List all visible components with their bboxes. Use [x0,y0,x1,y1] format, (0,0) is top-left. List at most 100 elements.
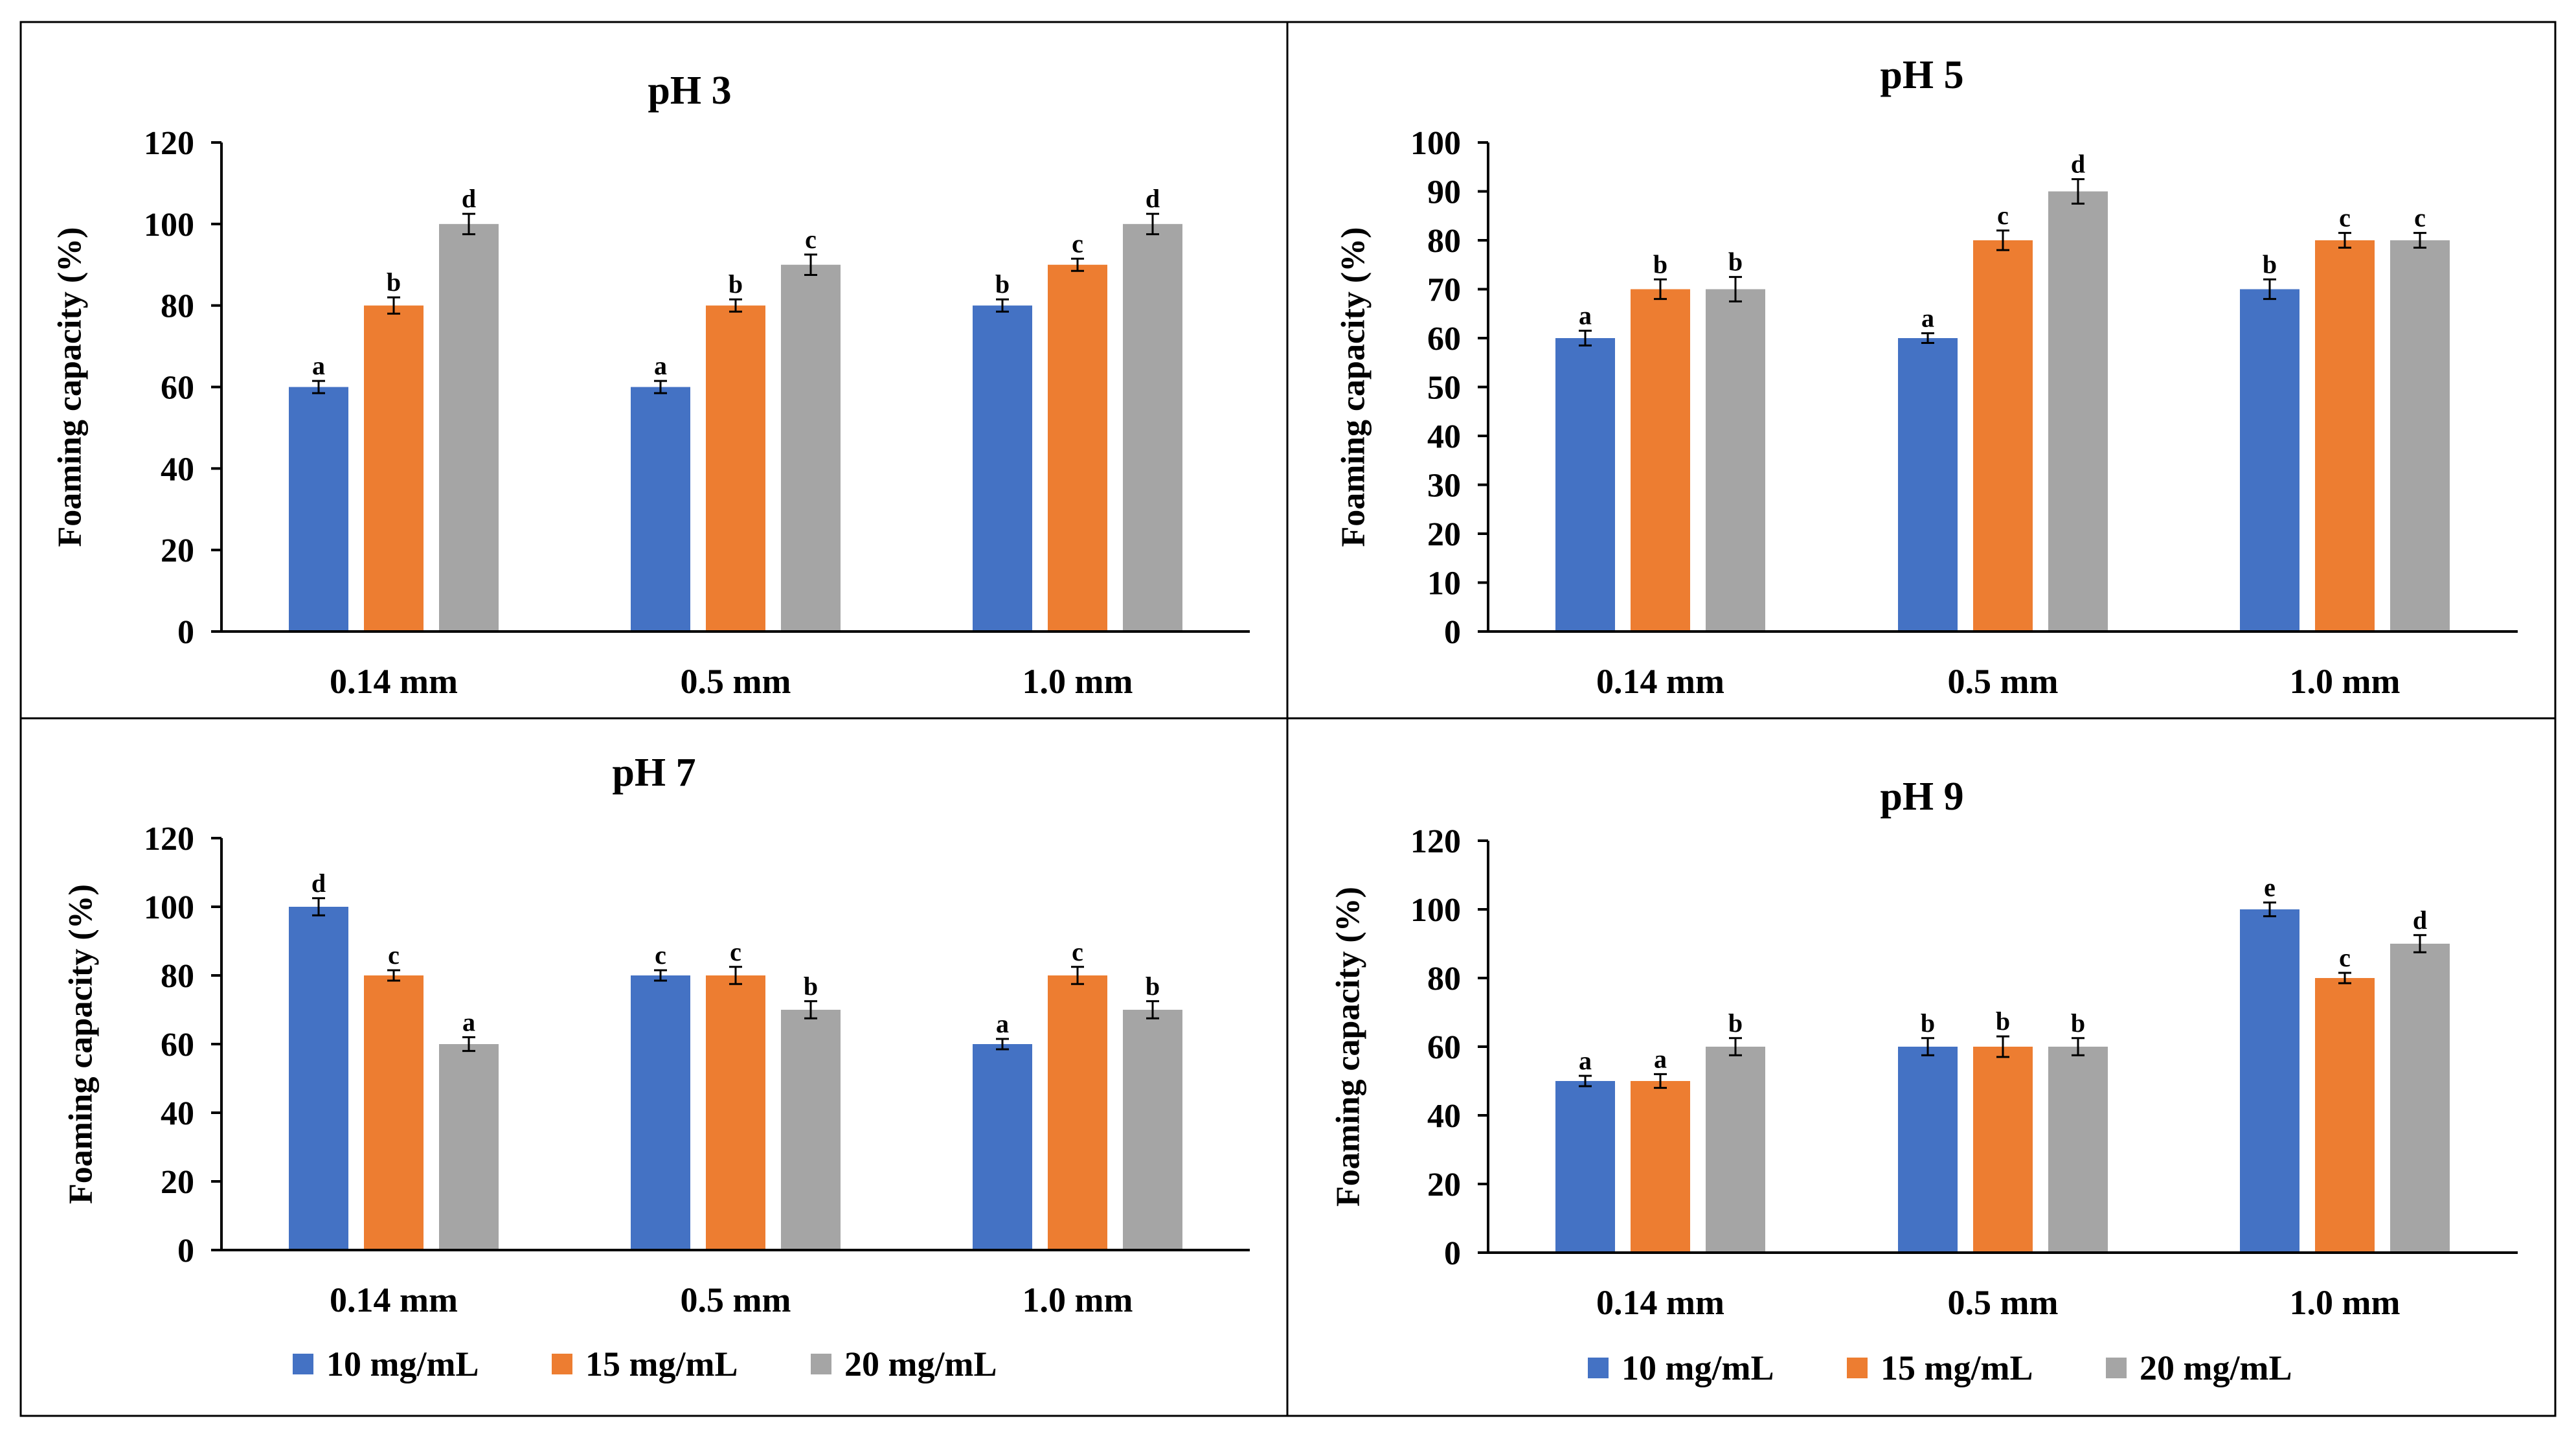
significance-letter: b [2071,1008,2085,1038]
y-tick-label: 60 [1427,1029,1461,1066]
significance-letter: d [311,869,326,898]
significance-letter: b [1996,1007,2010,1036]
legend-left: 10 mg/mL 15 mg/mL 20 mg/mL [293,1345,997,1383]
bar-20-mg-ml-0-14-mm [439,223,499,632]
x-category-label: 0.5 mm [681,662,791,701]
y-tick-label: 60 [161,1027,194,1064]
x-category-label: 0.14 mm [330,1280,458,1319]
significance-letter: a [654,351,667,380]
significance-letter: c [805,225,817,254]
bar-10-mg-ml-0-14-mm [1555,1081,1615,1253]
legend-label: 15 mg/mL [585,1345,738,1383]
y-tick-label: 40 [161,1095,194,1132]
x-category-label: 1.0 mm [1022,1280,1133,1319]
significance-letter: b [1921,1008,1935,1038]
y-axis-label: Foaming capacity (%) [52,227,89,547]
y-tick-label: 0 [177,1233,194,1269]
significance-letter: c [1997,201,2009,230]
bar-10-mg-ml-0-14-mm [1555,338,1615,632]
y-tick-label: 20 [161,532,194,569]
x-category-label: 0.14 mm [1596,1283,1724,1322]
y-tick-label: 20 [1427,1167,1461,1203]
y-tick-label: 100 [144,207,194,244]
x-category-label: 0.5 mm [681,1280,791,1319]
bar-10-mg-ml-1-0-mm [2240,289,2299,632]
chart-panel-ph7: pH 7 Foaming capacity (%) 0 20 40 60 80 100 120 d… [63,751,1250,1319]
chart-title: pH 7 [612,751,695,795]
bar-15-mg-ml-0-5-mm [1973,240,2033,632]
legend-swatch [293,1354,313,1374]
chart-panel-ph9: pH 9 Foaming capacity (%) 0 20 40 60 80 100 120 a… [1330,775,2518,1322]
significance-letter: a [462,1007,475,1036]
legend-swatch [1847,1358,1868,1378]
bar-15-mg-ml-1-0-mm [1048,264,1107,632]
y-tick-label: 80 [161,958,194,995]
x-category-label: 0.5 mm [1948,1283,2059,1322]
y-tick-label: 120 [144,125,194,162]
legend-label: 10 mg/mL [1621,1349,1774,1387]
bar-15-mg-ml-0-14-mm [364,975,424,1250]
legend-label: 15 mg/mL [1881,1349,2033,1387]
bar-10-mg-ml-0-5-mm [1898,1047,1958,1253]
y-tick-label: 40 [161,451,194,488]
significance-letter: d [2071,150,2085,179]
bar-15-mg-ml-1-0-mm [2315,240,2375,632]
significance-letter: b [387,267,401,297]
y-tick-label: 80 [1427,223,1461,260]
y-tick-label: 20 [1427,516,1461,553]
y-axis-label: Foaming capacity (%) [1330,887,1367,1207]
y-tick-label: 70 [1427,272,1461,309]
y-tick-label: 20 [161,1164,194,1201]
y-tick-label: 40 [1427,418,1461,455]
y-tick-label: 30 [1427,468,1461,505]
bar-10-mg-ml-1-0-mm [973,305,1032,632]
bar-15-mg-ml-0-5-mm [1973,1047,2033,1253]
significance-letter: b [2263,249,2277,279]
y-tick-label: 0 [1444,614,1461,651]
bar-20-mg-ml-0-14-mm [1706,289,1765,632]
y-tick-label: 10 [1427,565,1461,602]
x-category-label: 1.0 mm [1022,662,1133,701]
significance-letter: b [1728,1008,1743,1038]
significance-letter: c [2339,943,2351,972]
bar-10-mg-ml-0-5-mm [631,387,690,632]
significance-letter: e [2264,872,2276,902]
y-tick-label: 60 [161,370,194,407]
bar-20-mg-ml-1-0-mm [2390,944,2450,1253]
bar-10-mg-ml-0-5-mm [631,975,690,1250]
x-category-label: 0.14 mm [1596,662,1724,701]
significance-letter: d [462,184,476,213]
significance-letter: a [996,1009,1009,1038]
x-category-label: 1.0 mm [2290,1283,2401,1322]
bar-10-mg-ml-1-0-mm [973,1044,1032,1250]
significance-letter: b [1653,249,1667,279]
chart-panel-ph3: pH 3 Foaming capacity (%) 0 20 40 60 80 100 120 a… [52,69,1250,701]
significance-letter: b [995,269,1010,299]
bar-20-mg-ml-0-5-mm [2048,1047,2108,1253]
bar-10-mg-ml-1-0-mm [2240,909,2299,1253]
bar-15-mg-ml-1-0-mm [2315,978,2375,1253]
bar-20-mg-ml-1-0-mm [1123,1010,1182,1250]
bar-15-mg-ml-0-14-mm [364,305,424,632]
legend-label: 20 mg/mL [844,1345,997,1383]
y-axis-label: Foaming capacity (%) [1335,227,1372,547]
bar-20-mg-ml-1-0-mm [2390,240,2450,632]
significance-letter: a [312,351,325,380]
significance-letter: c [1072,937,1083,966]
legend-swatch [552,1354,572,1374]
significance-letter: c [1072,229,1083,258]
significance-letter: c [730,937,741,966]
y-tick-label: 100 [1410,125,1461,162]
y-axis-label: Foaming capacity (%) [63,884,100,1204]
significance-letter: c [2339,203,2351,233]
bar-20-mg-ml-0-5-mm [2048,191,2108,632]
legend-swatch [2106,1358,2127,1378]
y-tick-label: 100 [144,889,194,926]
significance-letter: b [1728,247,1743,277]
significance-letter: b [804,972,818,1001]
legend-right: 10 mg/mL 15 mg/mL 20 mg/mL [1588,1349,2292,1387]
significance-letter: a [1921,303,1934,332]
bar-20-mg-ml-0-5-mm [781,1010,841,1250]
